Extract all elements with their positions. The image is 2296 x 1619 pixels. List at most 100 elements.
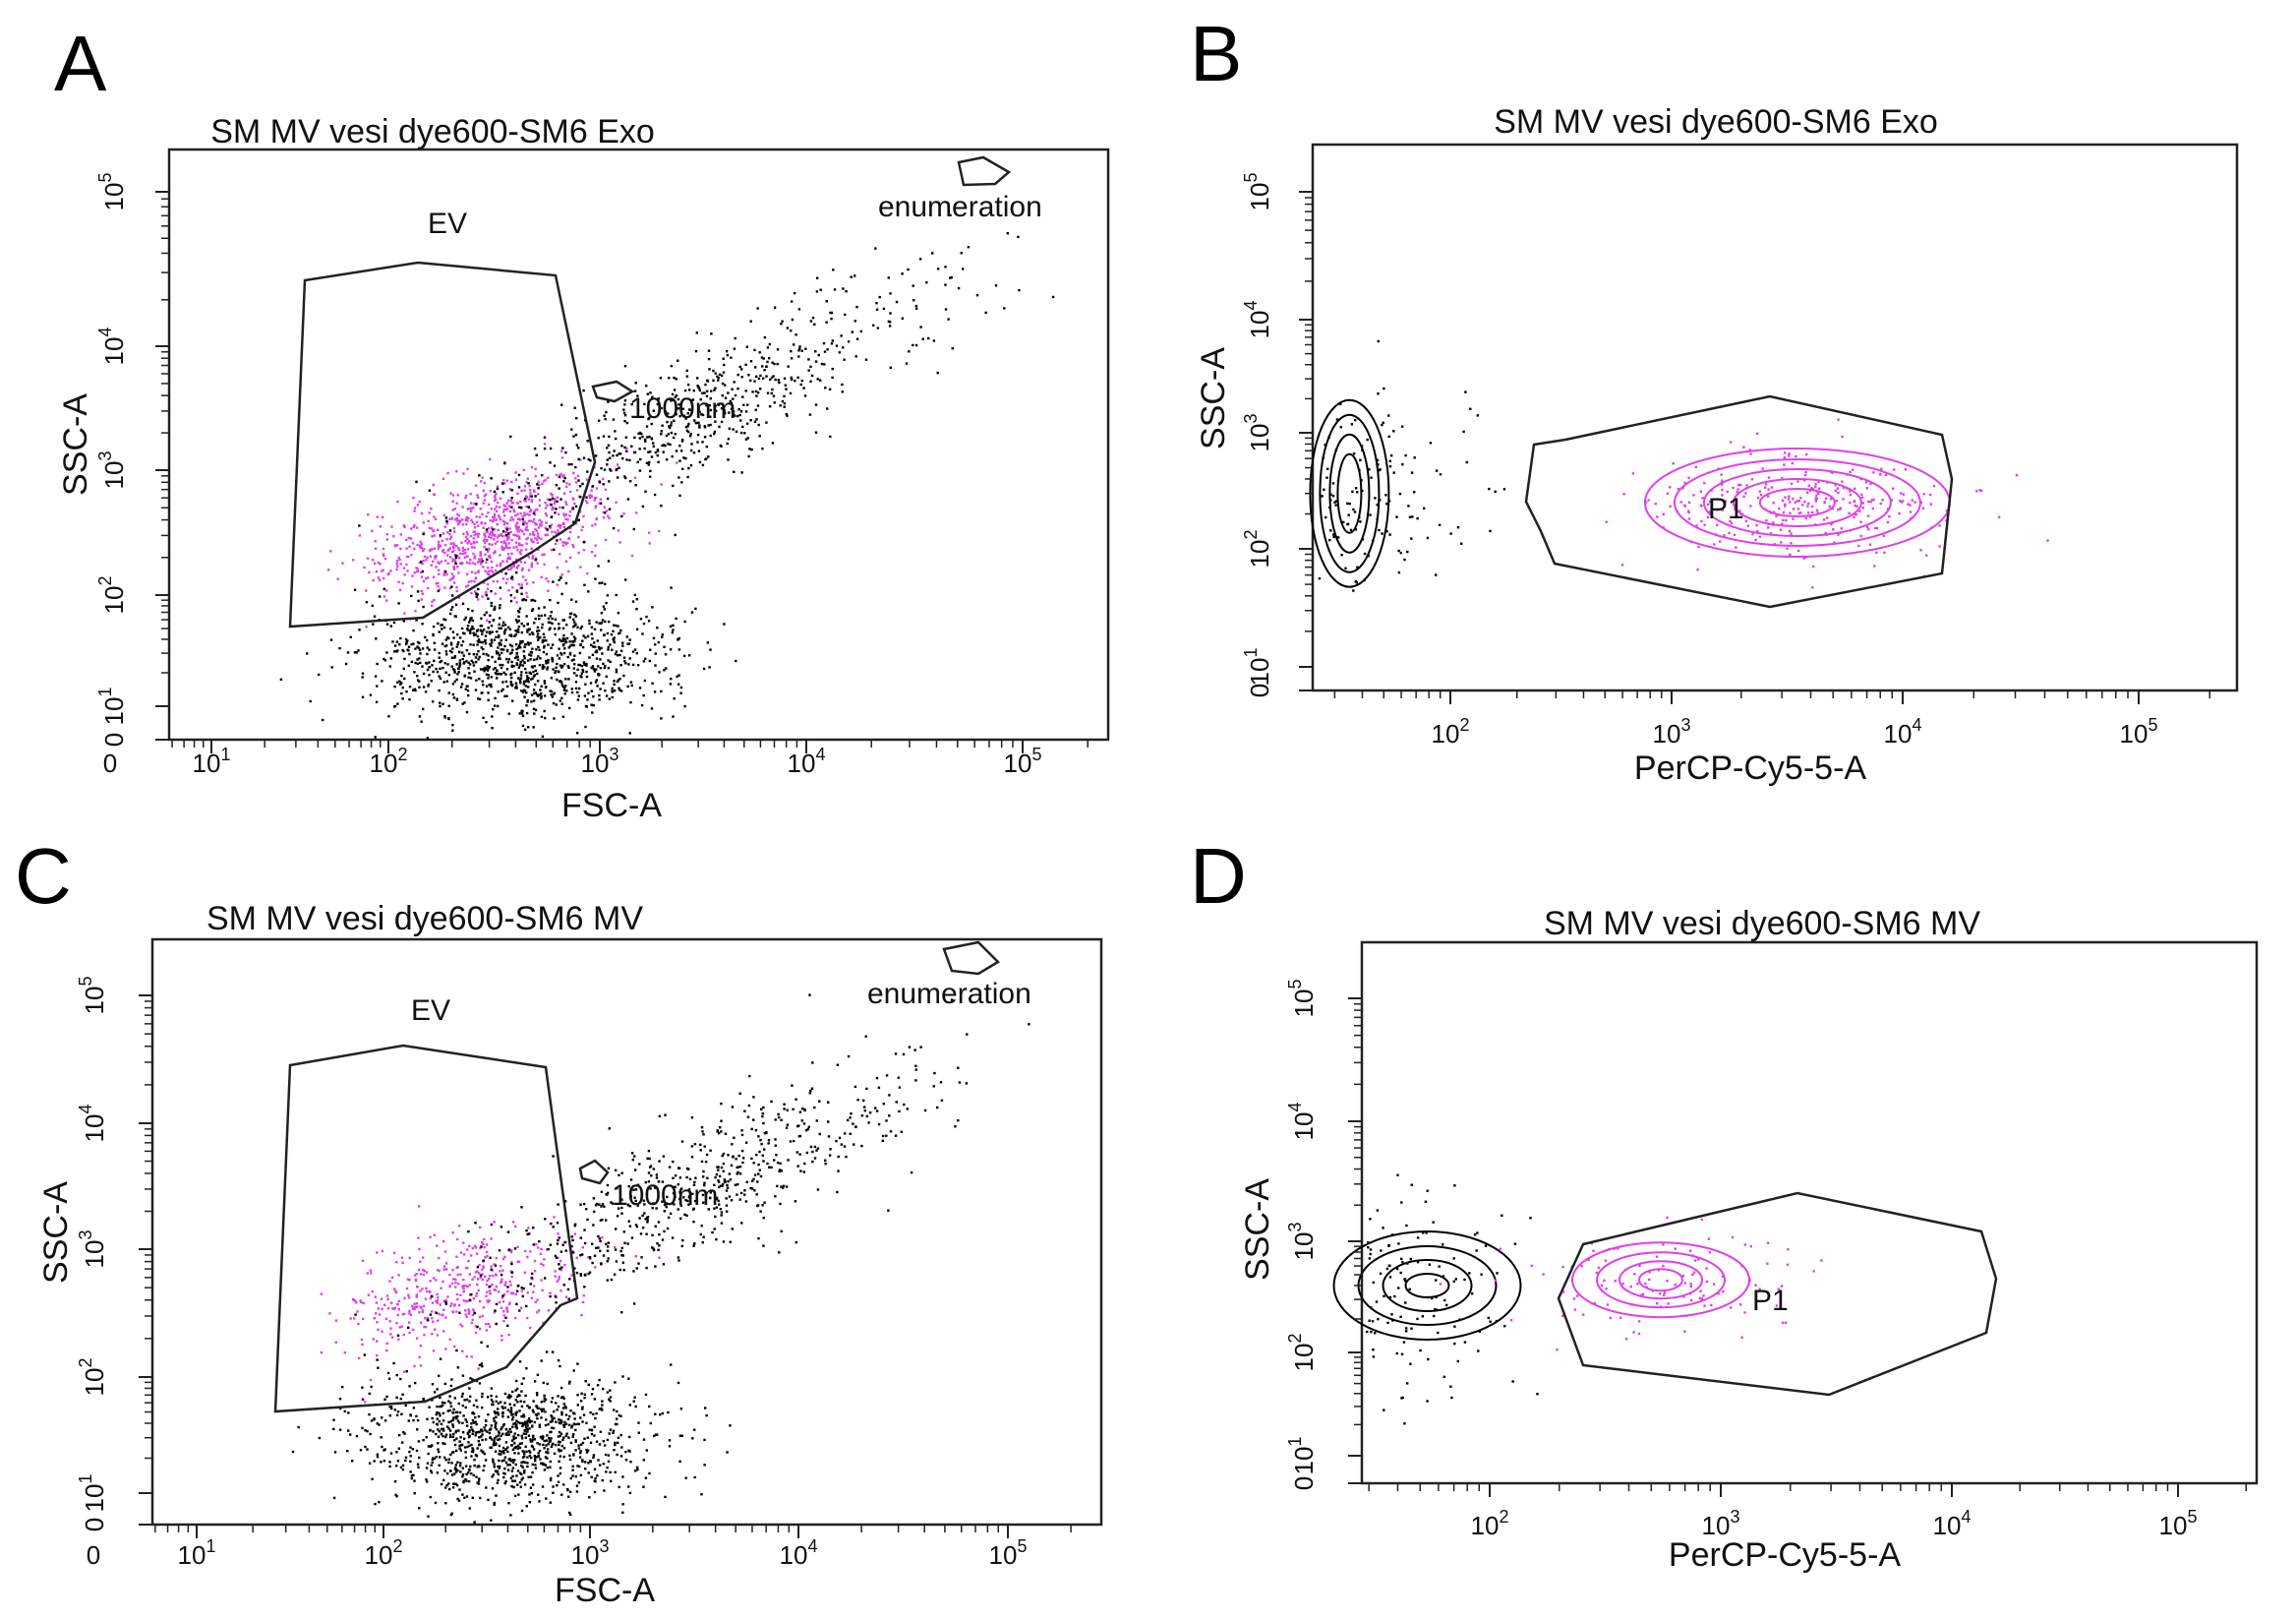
data-point	[279, 678, 283, 681]
data-point	[602, 1440, 606, 1443]
data-point	[492, 515, 495, 518]
data-point	[466, 1431, 470, 1434]
data-point	[437, 622, 440, 626]
data-point	[525, 1367, 528, 1370]
data-point	[393, 644, 397, 647]
data-point	[510, 480, 513, 484]
data-point	[486, 558, 489, 562]
data-point	[628, 657, 631, 660]
data-point	[586, 1449, 590, 1453]
y-tick-label: 102	[95, 576, 129, 615]
data-point	[687, 422, 690, 426]
data-point	[372, 623, 375, 626]
data-point	[761, 448, 764, 450]
data-point	[653, 1434, 656, 1438]
data-point	[1816, 491, 1819, 494]
data-point	[462, 1253, 466, 1256]
data-point	[529, 658, 532, 661]
data-point	[549, 447, 553, 450]
data-point	[533, 1380, 537, 1383]
data-point	[524, 598, 528, 602]
data-point	[1853, 487, 1856, 490]
data-point	[1835, 500, 1839, 503]
data-point	[740, 376, 743, 379]
data-point	[607, 648, 610, 651]
data-point	[615, 468, 618, 472]
data-point	[567, 570, 570, 573]
data-point	[841, 390, 844, 393]
data-point	[515, 663, 518, 667]
data-point	[698, 389, 701, 392]
data-point	[564, 678, 567, 681]
data-point	[561, 447, 564, 450]
data-point	[530, 1492, 533, 1495]
data-point	[1860, 496, 1864, 499]
data-point	[593, 1398, 596, 1401]
data-point	[514, 682, 518, 685]
data-point	[518, 1421, 522, 1425]
data-point	[549, 627, 552, 630]
data-point	[1859, 477, 1862, 481]
data-point	[554, 670, 558, 673]
data-point	[1893, 468, 1896, 471]
data-point	[649, 450, 652, 453]
data-point	[404, 642, 408, 646]
data-point	[585, 675, 589, 679]
data-point	[518, 712, 521, 715]
data-point	[448, 529, 452, 532]
data-point	[598, 698, 601, 701]
data-point	[371, 559, 375, 562]
data-point	[702, 1235, 705, 1238]
data-point	[708, 403, 711, 407]
data-point	[532, 520, 535, 523]
data-point	[568, 556, 572, 560]
data-point	[499, 617, 501, 620]
data-point	[534, 1464, 537, 1467]
data-point	[1721, 479, 1724, 482]
data-point	[696, 377, 699, 380]
data-point	[416, 679, 420, 682]
data-point	[632, 1302, 636, 1305]
data-point	[514, 1399, 517, 1402]
data-point	[549, 1478, 553, 1482]
data-point	[592, 1454, 596, 1457]
data-point	[535, 529, 538, 532]
data-point	[395, 1261, 398, 1264]
data-point	[480, 1449, 483, 1452]
gate-label-p1: P1	[1708, 493, 1744, 525]
data-point	[505, 528, 508, 531]
data-point	[370, 1272, 373, 1275]
data-point	[1782, 518, 1785, 522]
data-point	[442, 1419, 445, 1422]
data-point	[418, 561, 422, 565]
data-point	[814, 431, 818, 434]
data-point	[515, 655, 518, 658]
data-point	[592, 1412, 595, 1415]
data-point	[875, 302, 878, 305]
data-point	[643, 402, 646, 406]
data-point	[783, 1108, 786, 1110]
data-point	[540, 1247, 543, 1251]
data-point	[530, 693, 534, 696]
data-point	[669, 625, 673, 628]
data-point	[518, 1360, 522, 1363]
data-point	[504, 572, 507, 575]
data-point	[488, 1289, 492, 1292]
data-point	[851, 330, 854, 333]
data-point	[385, 538, 388, 541]
data-point	[603, 666, 606, 670]
data-point	[590, 626, 594, 629]
plot-frame	[1311, 143, 2239, 692]
data-point	[458, 1447, 461, 1450]
data-point	[494, 534, 497, 537]
data-point	[680, 450, 683, 452]
data-point	[514, 1436, 517, 1440]
data-point	[584, 1468, 587, 1470]
data-point	[552, 668, 555, 671]
data-point	[1779, 528, 1783, 531]
data-point	[571, 543, 574, 547]
data-point	[673, 419, 676, 422]
data-point	[463, 632, 466, 635]
data-point	[639, 457, 642, 461]
data-point	[373, 615, 377, 618]
